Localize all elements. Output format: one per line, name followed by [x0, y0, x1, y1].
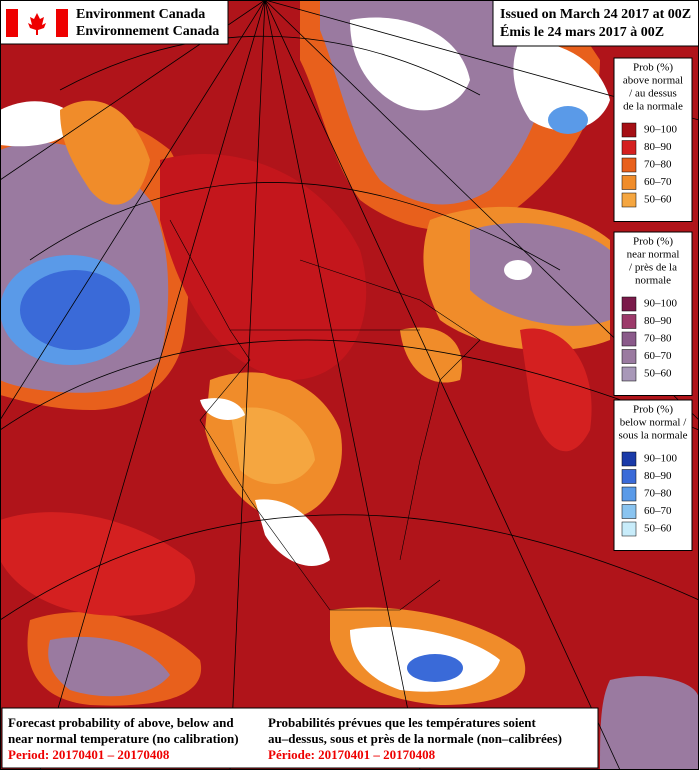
field [548, 106, 588, 134]
legend-swatch [621, 521, 637, 537]
field [504, 260, 532, 280]
legend-title: near normal [627, 249, 680, 261]
footer-fr: au–dessus, sous et près de la normale (n… [268, 731, 562, 746]
field [513, 40, 610, 131]
footer-fr-period: Période: 20170401 – 20170408 [268, 747, 436, 762]
flag-band [56, 9, 68, 37]
field [0, 512, 196, 616]
agency-fr: Environnement Canada [76, 24, 219, 39]
legend-label: 70–80 [644, 333, 672, 345]
field [20, 270, 130, 350]
field [600, 676, 699, 770]
legend-swatch [621, 296, 637, 312]
legend-label: 80–90 [644, 470, 672, 482]
field [60, 100, 150, 205]
legend-label: 70–80 [644, 488, 672, 500]
legend-label: 90–100 [644, 298, 678, 310]
legend-swatch [621, 469, 637, 484]
legend-label: 60–70 [644, 350, 672, 362]
legend-swatch [621, 349, 637, 364]
legend-label: 80–90 [644, 315, 672, 327]
field [255, 499, 330, 566]
field [350, 17, 470, 111]
legend-label: 80–90 [644, 141, 672, 153]
legend-swatch [621, 486, 637, 502]
legend-swatch [621, 122, 637, 138]
legend-swatch [621, 451, 637, 467]
legend-label: 60–70 [644, 176, 672, 188]
legend-swatch [621, 140, 637, 155]
field [160, 154, 367, 380]
maple-leaf [28, 13, 46, 35]
legend-title: below normal / [620, 417, 688, 429]
issued-box [492, 0, 699, 47]
field [230, 407, 315, 484]
field [520, 328, 592, 452]
footer-fr: Probabilités prévues que les température… [268, 715, 536, 730]
footer-box [1, 707, 599, 769]
legend-swatch [621, 504, 637, 519]
field [400, 327, 462, 383]
legend-title: / près de la [629, 262, 677, 274]
legend-label: 50–60 [644, 523, 672, 535]
field [200, 398, 245, 420]
legend-title: sous la normale [618, 430, 687, 442]
legend-title: Prob (%) [633, 62, 673, 74]
footer-en: Forecast probability of above, below and [8, 715, 234, 730]
legend-label: 60–70 [644, 505, 672, 517]
borders [169, 219, 481, 611]
footer-en: near normal temperature (no calibration) [8, 731, 239, 746]
field [407, 654, 463, 682]
legend-swatch [621, 366, 637, 382]
legend-swatch [621, 175, 637, 190]
legend-title: Prob (%) [633, 404, 673, 416]
legend-swatch [621, 157, 637, 173]
field [48, 636, 170, 697]
legend-swatch [621, 331, 637, 347]
legend-title: normale [635, 275, 671, 287]
legend-label: 70–80 [644, 159, 672, 171]
agency-en: Environment Canada [76, 7, 205, 22]
legend-title: de la normale [623, 101, 683, 113]
footer-en-period: Period: 20170401 – 20170408 [8, 747, 170, 762]
legend-label: 50–60 [644, 368, 672, 380]
legend-title: Prob (%) [633, 236, 673, 248]
legend-swatch [621, 192, 637, 208]
flag-band [6, 9, 18, 37]
parallels [0, 35, 699, 621]
legend-label: 50–60 [644, 194, 672, 206]
legend-title: / au dessus [629, 88, 677, 100]
issued-en: Issued on March 24 2017 at 00Z [500, 7, 691, 22]
legend-swatch [621, 314, 637, 329]
legend-label: 90–100 [644, 124, 678, 136]
legend-title: above normal [623, 75, 683, 87]
legend-label: 90–100 [644, 453, 678, 465]
field [0, 101, 80, 147]
issued-fr: Émis le 24 mars 2017 à 00Z [500, 23, 664, 40]
